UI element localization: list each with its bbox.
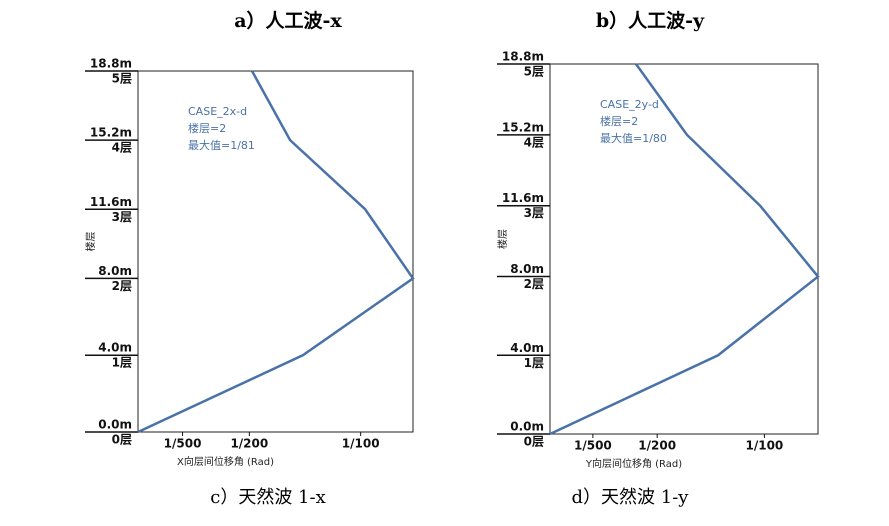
- x-axis-label: X向层间位移角 (Rad): [177, 455, 274, 468]
- panel-title: a）人工波-x: [234, 9, 342, 32]
- y-tick-label: 15.2m: [90, 126, 132, 140]
- floor-label: 4层: [524, 135, 544, 149]
- x-tick-label: 1/200: [638, 439, 676, 453]
- floor-label: 3层: [524, 206, 544, 220]
- floor-label: 5层: [524, 65, 544, 79]
- y-tick-label: 4.0m: [510, 341, 544, 355]
- x-tick-label: 1/500: [574, 439, 612, 453]
- annotation: 最大值=1/80: [600, 131, 667, 145]
- floor-label: 5层: [112, 72, 132, 86]
- drift-line: [137, 70, 415, 434]
- y-tick-label: 15.2m: [502, 120, 544, 134]
- y-tick-label: 4.0m: [98, 341, 132, 355]
- annotation: 最大值=1/81: [188, 138, 255, 152]
- x-tick-label: 1/500: [164, 437, 202, 451]
- y-axis-label: 楼层: [496, 229, 509, 249]
- y-tick-label: 8.0m: [98, 264, 132, 278]
- floor-label: 1层: [112, 356, 132, 370]
- y-tick-label: 0.0m: [98, 418, 132, 432]
- floor-label: 2层: [112, 279, 132, 293]
- x-tick-label: 1/100: [746, 439, 784, 453]
- floor-label: 2层: [524, 277, 544, 291]
- x-tick-label: 1/200: [230, 437, 268, 451]
- floor-label: 1层: [524, 356, 544, 370]
- panel-title: b）人工波-y: [596, 9, 705, 32]
- y-tick-label: 18.8m: [90, 57, 132, 71]
- y-tick-label: 11.6m: [90, 195, 132, 209]
- y-tick-label: 0.0m: [510, 420, 544, 434]
- floor-label: 0层: [112, 433, 132, 447]
- annotation: 楼层=2: [600, 114, 638, 128]
- floor-label: 3层: [112, 210, 132, 224]
- floor-label: 4层: [112, 141, 132, 155]
- y-tick-label: 8.0m: [510, 262, 544, 276]
- y-tick-label: 11.6m: [502, 191, 544, 205]
- x-tick-label: 1/100: [342, 437, 380, 451]
- floor-label: 0层: [524, 435, 544, 449]
- annotation: CASE_2y-d: [600, 98, 659, 111]
- x-axis-label: Y向层间位移角 (Rad): [585, 457, 682, 470]
- panel-caption: d）天然波 1-y: [572, 487, 690, 508]
- panel-caption: c）天然波 1-x: [210, 487, 326, 508]
- annotation: 楼层=2: [188, 121, 226, 135]
- y-axis-label: 楼层: [84, 232, 97, 252]
- y-tick-label: 18.8m: [502, 50, 544, 64]
- drift-line: [549, 63, 820, 436]
- annotation: CASE_2x-d: [188, 105, 247, 118]
- plot-frame: [137, 70, 414, 433]
- plot-frame: [549, 63, 819, 435]
